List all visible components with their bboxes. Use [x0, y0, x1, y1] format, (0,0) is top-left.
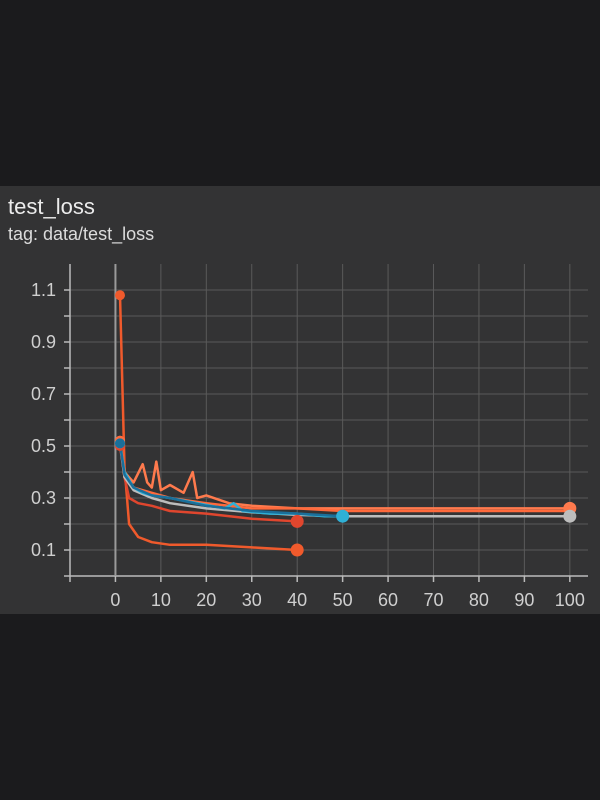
chart-title: test_loss: [8, 194, 95, 219]
series-end-point-5: [563, 509, 577, 523]
series-line-5: [118, 442, 572, 518]
y-tick-label: 0.1: [31, 540, 56, 560]
series-end-point-2: [290, 514, 304, 528]
x-tick-label: 100: [555, 590, 585, 610]
y-tick-label: 0.9: [31, 332, 56, 352]
x-tick-label: 10: [151, 590, 171, 610]
series-start-point-7: [114, 438, 125, 449]
series-line-2: [118, 444, 299, 523]
series-line-7: [118, 442, 344, 518]
x-tick-label: 40: [287, 590, 307, 610]
series-end-point-1: [290, 543, 304, 557]
chart-tag: tag: data/test_loss: [8, 224, 155, 244]
series-line-3: [118, 439, 572, 510]
x-tick-label: 50: [333, 590, 353, 610]
series-end-point-6: [336, 509, 350, 523]
x-tick-label: 80: [469, 590, 489, 610]
x-tick-label: 90: [514, 590, 534, 610]
x-tick-label: 20: [196, 590, 216, 610]
y-tick-label: 0.7: [31, 384, 56, 404]
y-tick-label: 0.5: [31, 436, 56, 456]
x-tick-label: 60: [378, 590, 398, 610]
x-tick-label: 0: [110, 590, 120, 610]
loss-plot[interactable]: 0 10 20 30 40 50 60 70 80 90 100 0.1 0.3 0.5 0.7 0.9 1.1: [0, 186, 600, 614]
y-tick-label: 1.1: [31, 280, 56, 300]
chart-card: test_loss tag: data/test_loss 0 10 20 30 40 5…: [0, 186, 600, 614]
series-start-point-1: [114, 290, 125, 301]
y-tick-label: 0.3: [31, 488, 56, 508]
x-tick-label: 30: [242, 590, 262, 610]
x-tick-label: 70: [423, 590, 443, 610]
